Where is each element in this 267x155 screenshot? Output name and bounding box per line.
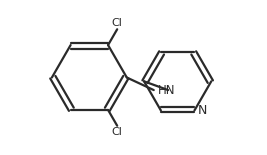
Text: Cl: Cl [112, 18, 123, 28]
Text: Cl: Cl [112, 127, 123, 137]
Text: HN: HN [158, 84, 175, 97]
Text: N: N [197, 104, 207, 117]
